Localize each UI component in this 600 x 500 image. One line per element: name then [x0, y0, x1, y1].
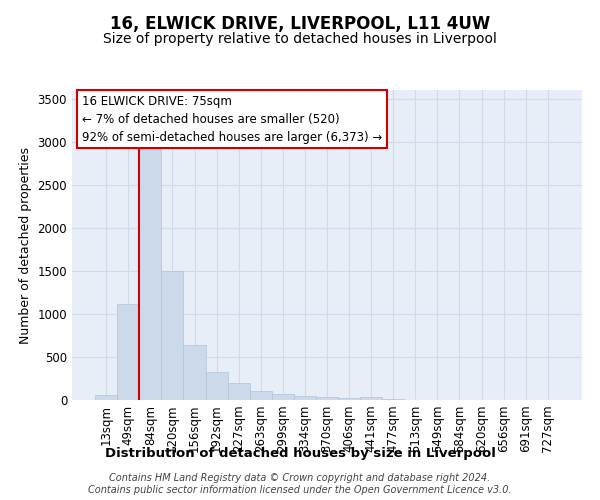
Bar — [206, 372, 227, 400]
Bar — [161, 271, 184, 400]
Text: 16, ELWICK DRIVE, LIVERPOOL, L11 4UW: 16, ELWICK DRIVE, LIVERPOOL, L11 4UW — [110, 15, 490, 33]
Bar — [117, 304, 139, 400]
Text: 16 ELWICK DRIVE: 75sqm
← 7% of detached houses are smaller (520)
92% of semi-det: 16 ELWICK DRIVE: 75sqm ← 7% of detached … — [82, 94, 382, 144]
Bar — [184, 345, 206, 400]
Bar — [95, 396, 117, 400]
Bar — [272, 394, 294, 400]
Text: Distribution of detached houses by size in Liverpool: Distribution of detached houses by size … — [104, 448, 496, 460]
Bar — [139, 150, 161, 400]
Y-axis label: Number of detached properties: Number of detached properties — [19, 146, 32, 344]
Text: Contains HM Land Registry data © Crown copyright and database right 2024.
Contai: Contains HM Land Registry data © Crown c… — [88, 474, 512, 495]
Bar — [294, 396, 316, 400]
Bar — [250, 392, 272, 400]
Bar — [227, 383, 250, 400]
Bar — [316, 397, 338, 400]
Bar — [338, 398, 360, 400]
Bar — [360, 398, 382, 400]
Text: Size of property relative to detached houses in Liverpool: Size of property relative to detached ho… — [103, 32, 497, 46]
